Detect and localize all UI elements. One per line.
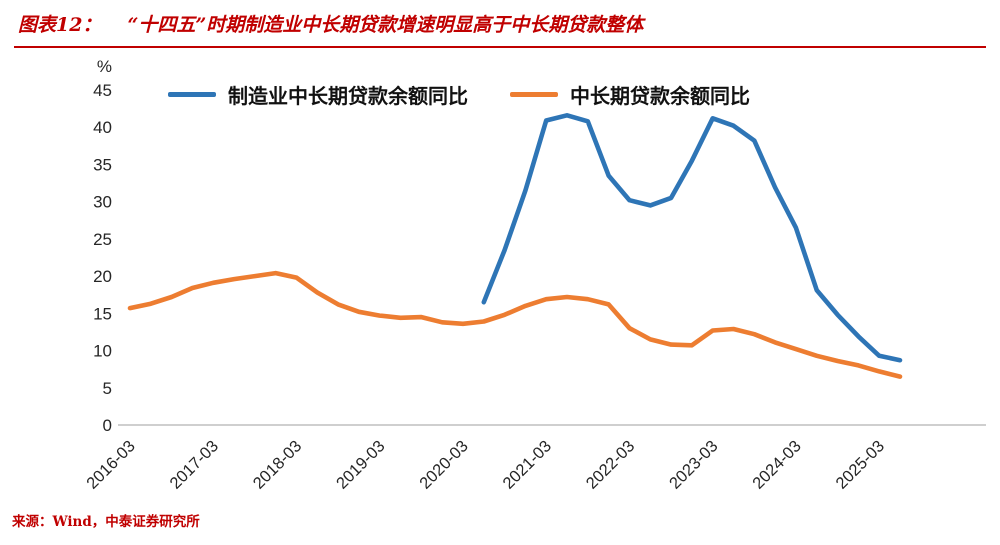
svg-text:40: 40 <box>93 118 112 137</box>
svg-text:2016-03: 2016-03 <box>83 437 139 493</box>
svg-text:0: 0 <box>103 416 112 435</box>
svg-text:30: 30 <box>93 193 112 212</box>
svg-text:2022-03: 2022-03 <box>583 437 639 493</box>
svg-text:45: 45 <box>93 81 112 100</box>
svg-text:15: 15 <box>93 304 112 323</box>
legend-item-manufacturing-loans: 制造业中长期贷款余额同比 <box>168 80 468 109</box>
legend-label-manufacturing-loans: 制造业中长期贷款余额同比 <box>228 86 468 108</box>
svg-text:2024-03: 2024-03 <box>749 437 805 493</box>
legend-label-total-loans: 中长期贷款余额同比 <box>570 86 750 108</box>
svg-text:2018-03: 2018-03 <box>250 437 306 493</box>
figure-title: “十四五”时期制造业中长期贷款增速明显高于中长期贷款整体 <box>127 14 644 36</box>
svg-text:5: 5 <box>103 379 112 398</box>
svg-text:%: % <box>97 57 112 76</box>
svg-text:10: 10 <box>93 342 112 361</box>
svg-text:2021-03: 2021-03 <box>499 437 555 493</box>
chart-legend: 制造业中长期贷款余额同比 中长期贷款余额同比 <box>168 80 750 109</box>
source-note: 来源：Wind，中泰证券研究所 <box>12 514 200 530</box>
svg-text:2020-03: 2020-03 <box>416 437 472 493</box>
chart-area: 制造业中长期贷款余额同比 中长期贷款余额同比 0 5 10 15 20 25 30 35 40 4… <box>0 50 1000 510</box>
svg-text:20: 20 <box>93 267 112 286</box>
svg-text:2019-03: 2019-03 <box>333 437 389 493</box>
line-chart: 0 5 10 15 20 25 30 35 40 45% 2016-03 2017-03 2018-03… <box>83 57 986 493</box>
legend-line-blue-icon <box>168 92 216 97</box>
svg-text:25: 25 <box>93 230 112 249</box>
svg-text:2023-03: 2023-03 <box>666 437 722 493</box>
legend-item-total-loans: 中长期贷款余额同比 <box>510 80 750 109</box>
figure-header: 图表12： “十四五”时期制造业中长期贷款增速明显高于中长期贷款整体 <box>14 0 986 48</box>
svg-text:2017-03: 2017-03 <box>167 437 223 493</box>
legend-line-orange-icon <box>510 92 558 97</box>
svg-text:2025-03: 2025-03 <box>832 437 888 493</box>
figure-number-label: 图表12： <box>18 14 102 36</box>
svg-text:35: 35 <box>93 155 112 174</box>
